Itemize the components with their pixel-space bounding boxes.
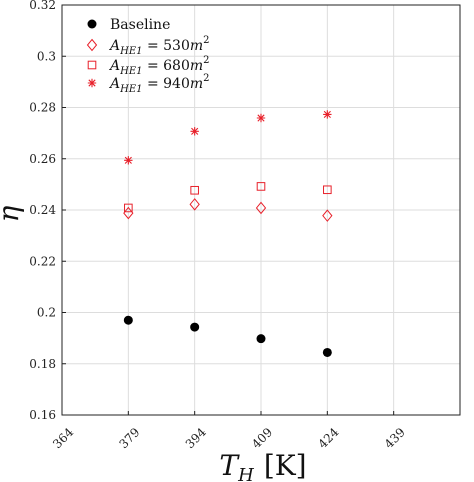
x-tick-label: 379 — [116, 425, 142, 451]
data-marks — [123, 110, 333, 357]
x-tick-label: 394 — [183, 425, 209, 451]
data-point — [322, 347, 332, 357]
y-tick-label: 0.2 — [37, 306, 56, 320]
legend-label: AHE1 = 530m2 — [108, 35, 210, 57]
legend-superscript: 2 — [203, 55, 209, 66]
data-point — [190, 322, 200, 332]
x-label-unit: [K] — [264, 449, 307, 482]
legend-superscript: 2 — [203, 35, 209, 46]
legend-value: = 530 — [143, 38, 190, 54]
legend-value: = 680 — [143, 58, 190, 74]
data-point — [255, 201, 267, 215]
y-tick-label: 0.22 — [29, 254, 56, 268]
data-point — [322, 209, 333, 222]
y-tick-label: 0.3 — [37, 49, 56, 63]
y-tick-label: 0.24 — [29, 203, 56, 217]
data-point — [256, 334, 266, 344]
y-axis-ticks: 0.16 0.18 0.2 0.22 0.24 0.26 0.28 0.3 0.32 — [29, 0, 66, 422]
data-point — [124, 203, 133, 213]
plot-frame — [61, 4, 461, 416]
x-label-subscript: H — [237, 465, 254, 482]
series-0 — [123, 315, 332, 357]
data-point — [124, 156, 133, 165]
data-point — [190, 127, 199, 136]
x-axis-ticks: 364 379 394 409 424 439 — [50, 411, 408, 451]
legend-symbol: A — [108, 38, 120, 54]
y-tick-label: 0.32 — [29, 0, 56, 12]
legend-subscript: HE1 — [119, 66, 142, 77]
data-point — [123, 206, 134, 220]
legend-unit: m — [190, 38, 203, 54]
legend-unit: m — [190, 76, 203, 92]
data-point — [123, 315, 133, 325]
legend-marker — [87, 60, 97, 70]
x-axis-title: TH [K] — [219, 449, 306, 482]
legend-text: Baseline — [110, 17, 170, 33]
legend-marker — [86, 38, 98, 52]
y-axis-title: η — [0, 205, 25, 222]
y-tick-label: 0.18 — [29, 357, 56, 371]
legend-marker — [87, 19, 97, 29]
data-point — [256, 182, 266, 191]
x-tick-label: 409 — [249, 425, 275, 451]
series-3 — [124, 110, 332, 165]
legend-value: = 940 — [143, 76, 190, 92]
data-point — [256, 113, 266, 123]
series-1 — [123, 198, 333, 222]
series-2 — [124, 182, 332, 213]
y-tick-label: 0.26 — [29, 152, 56, 166]
legend-unit: m — [190, 58, 203, 74]
x-tick-label: 439 — [382, 425, 408, 451]
x-axis-label: TH [K] — [219, 449, 306, 482]
legend-symbol: A — [108, 58, 120, 74]
x-tick-label: 364 — [50, 425, 76, 451]
legend-superscript: 2 — [203, 73, 209, 84]
y-tick-label: 0.28 — [29, 101, 56, 115]
legend-label: Baseline — [110, 17, 170, 33]
x-tick-label: 424 — [315, 425, 341, 451]
legend-symbol: A — [108, 76, 120, 92]
y-tick-label: 0.16 — [29, 408, 56, 422]
legend-label: AHE1 = 940m2 — [108, 73, 210, 95]
legend-marker — [87, 78, 97, 88]
legend-subscript: HE1 — [119, 84, 142, 95]
data-point — [190, 185, 199, 195]
legend-label: AHE1 = 680m2 — [108, 55, 210, 77]
data-point — [323, 185, 332, 195]
legend-subscript: HE1 — [119, 46, 142, 57]
data-point — [323, 110, 332, 119]
data-point — [189, 198, 200, 211]
y-axis-label: η — [0, 205, 25, 222]
x-label-main: T — [219, 449, 240, 482]
